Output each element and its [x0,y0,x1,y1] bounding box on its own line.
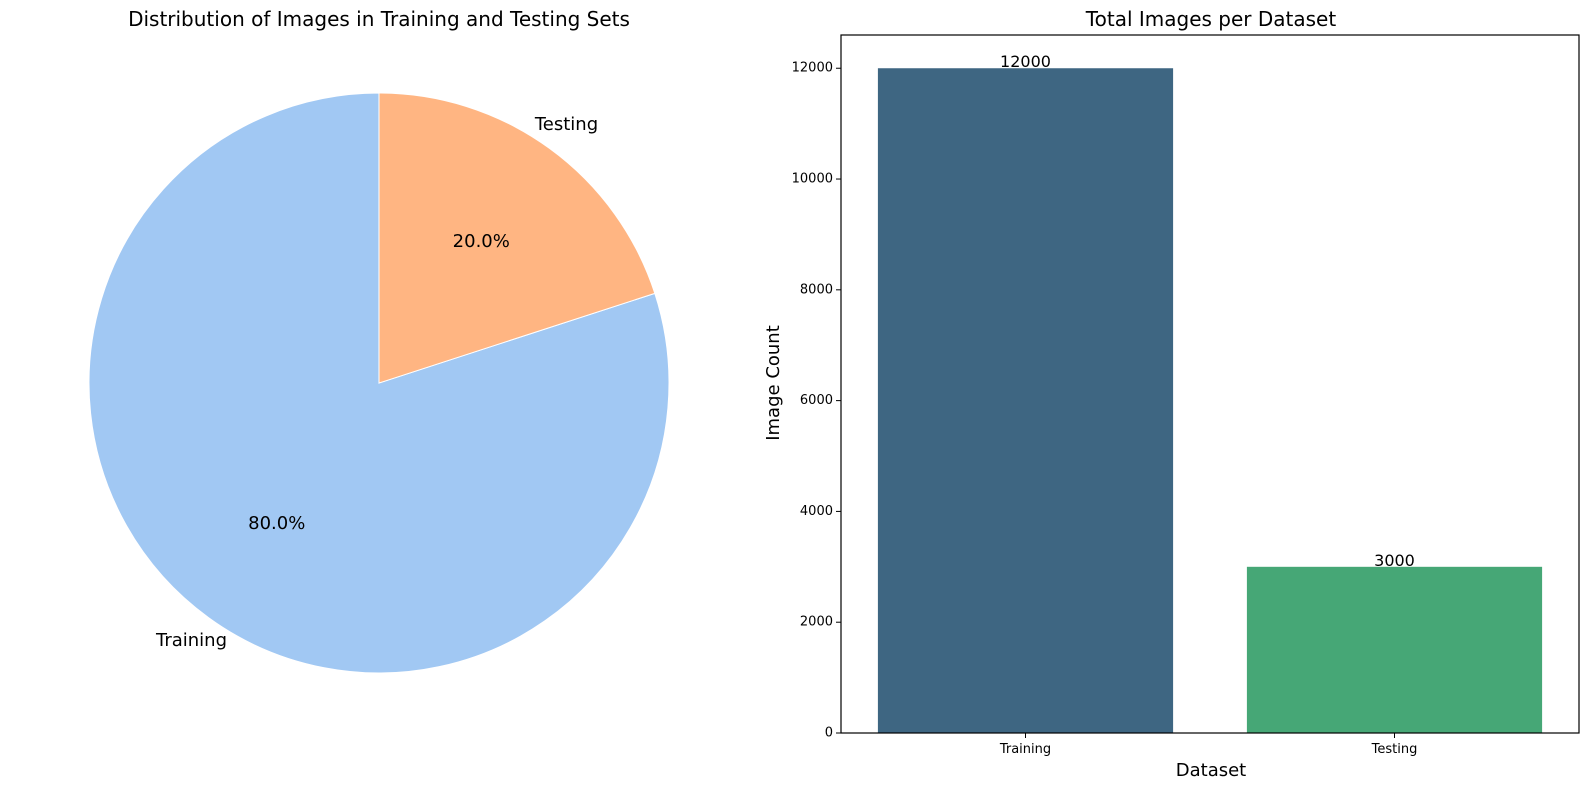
y-axis-label: Image Count [763,325,784,441]
y-tick-label-12000: 12000 [792,61,833,76]
y-tick-label-8000: 8000 [800,282,833,297]
pie-chart-title: Distribution of Images in Training and T… [128,7,630,31]
pie-label-training: Training [155,630,227,651]
y-tick-label-2000: 2000 [800,615,833,630]
y-tick-label-10000: 10000 [792,172,833,187]
pie-slices [88,92,670,674]
y-tick-label-0: 0 [825,726,833,741]
pie-labels: Training 80.0% Testing 20.0% [155,114,598,651]
bar-chart: Total Images per Dataset 12000 3000 0 2000… [763,7,1580,781]
bars [877,68,1543,733]
pie-percent-training: 80.0% [248,513,305,534]
pie-percent-testing: 20.0% [453,231,510,252]
bar-chart-title: Total Images per Dataset [1085,7,1337,31]
bar-value-testing: 3000 [1374,551,1415,570]
x-tick-label-testing: Testing [1371,742,1418,757]
y-tick-label-6000: 6000 [800,393,833,408]
pie-slice-testing [378,92,656,384]
y-axis-ticks: 0 2000 4000 6000 8000 10000 12000 [792,61,841,741]
bar-value-labels: 12000 3000 [1000,52,1415,570]
plot-frame [840,34,1580,734]
bar-training [877,68,1174,733]
pie-chart: Distribution of Images in Training and T… [88,7,670,674]
x-axis-label: Dataset [1176,760,1247,781]
x-tick-label-training: Training [999,742,1051,757]
x-axis-ticks: Training Testing [999,733,1418,757]
bar-value-training: 12000 [1000,52,1051,71]
bar-testing [1246,566,1543,733]
pie-label-testing: Testing [534,114,598,135]
y-tick-label-4000: 4000 [800,504,833,519]
